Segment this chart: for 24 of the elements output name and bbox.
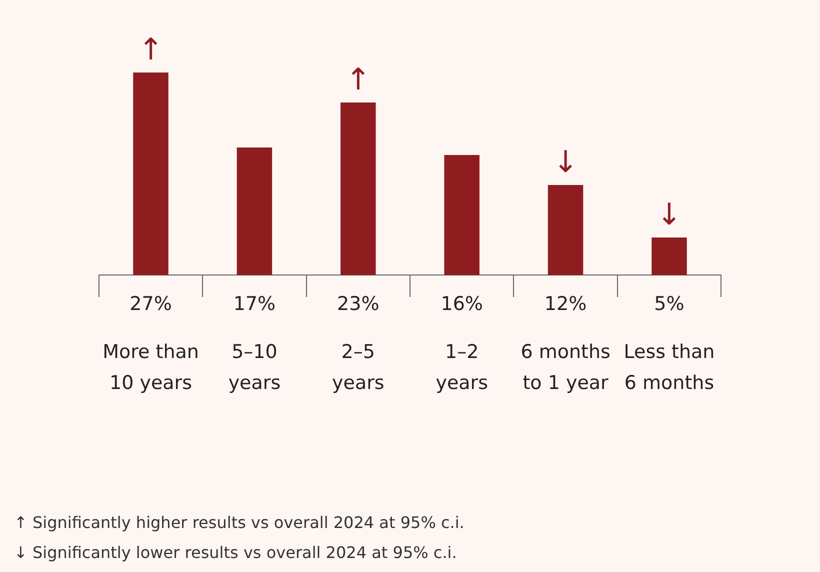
bar — [548, 185, 584, 275]
x-tick-label: 1–2 years — [436, 340, 488, 394]
data-label: 12% — [544, 292, 587, 315]
annotation: ↑ — [346, 62, 371, 98]
bar — [133, 72, 168, 275]
bar — [236, 148, 272, 275]
data-label: 23% — [337, 292, 380, 315]
x-tick-label: Less than 6 months — [624, 340, 715, 394]
text: ↑ Significantly higher results vs overall 2024 at 95% c.i. — [14, 512, 464, 534]
bar — [652, 238, 687, 275]
x-tick-label: More than 10 years — [102, 340, 199, 394]
x-tick-label: 2–5 years — [332, 340, 384, 394]
bar — [444, 155, 480, 275]
x-tick-label: 6 months to 1 year — [520, 340, 610, 394]
bar — [340, 102, 376, 275]
data-label: 5% — [654, 292, 684, 315]
annotation: ↑ — [138, 32, 164, 68]
data-label: 17% — [233, 292, 276, 315]
x-tick-label: 5–10 years — [228, 340, 281, 394]
annotation: ↓ — [552, 144, 578, 180]
text: ↓ Significantly lower results vs overall 2024 at 95% c.i. — [14, 542, 458, 564]
data-label: 16% — [440, 292, 483, 315]
data-label: 27% — [130, 292, 172, 315]
annotation: ↓ — [656, 197, 682, 232]
